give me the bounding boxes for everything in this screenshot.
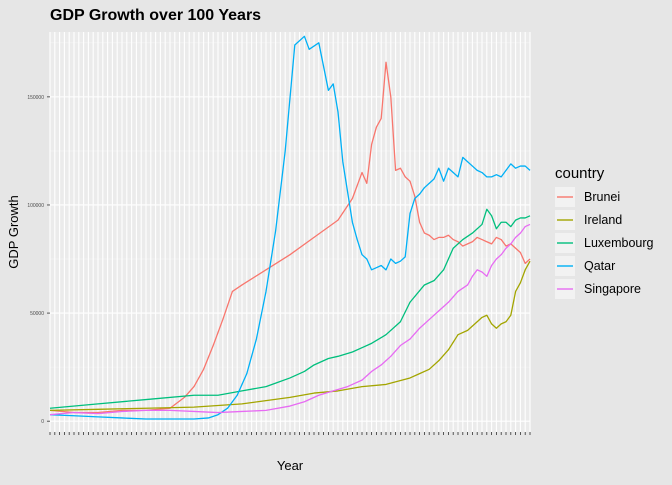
legend-label-singapore: Singapore bbox=[584, 282, 641, 296]
series-line-ireland bbox=[49, 260, 531, 412]
y-axis-label: GDP Growth bbox=[6, 195, 21, 268]
legend-label-brunei: Brunei bbox=[584, 190, 620, 204]
y-tick-label: 100000 bbox=[27, 203, 44, 209]
series-lines bbox=[49, 35, 531, 420]
y-tick-label: 150000 bbox=[27, 95, 44, 101]
y-axis-tick-labels: 0 50000 100000 150000 bbox=[27, 95, 44, 425]
series-line-qatar bbox=[49, 35, 531, 420]
series-line-brunei bbox=[49, 61, 531, 414]
legend-items: Brunei Ireland Luxembourg Qatar Singapore bbox=[555, 187, 654, 299]
legend-title: country bbox=[555, 165, 605, 182]
x-axis-label: Year bbox=[277, 458, 304, 473]
series-line-luxembourg bbox=[49, 208, 531, 409]
legend-label-ireland: Ireland bbox=[584, 213, 622, 227]
y-tick-label: 0 bbox=[41, 419, 44, 425]
chart-title: GDP Growth over 100 Years bbox=[50, 7, 261, 24]
x-axis-ticks bbox=[49, 432, 531, 435]
legend: country Brunei Ireland Luxembourg Qatar Sing… bbox=[555, 165, 654, 299]
y-axis-ticks bbox=[47, 96, 50, 422]
legend-label-qatar: Qatar bbox=[584, 259, 615, 273]
legend-label-luxembourg: Luxembourg bbox=[584, 236, 654, 250]
series-line-singapore bbox=[49, 223, 531, 416]
y-tick-label: 50000 bbox=[30, 311, 44, 317]
grid-major bbox=[49, 32, 531, 432]
